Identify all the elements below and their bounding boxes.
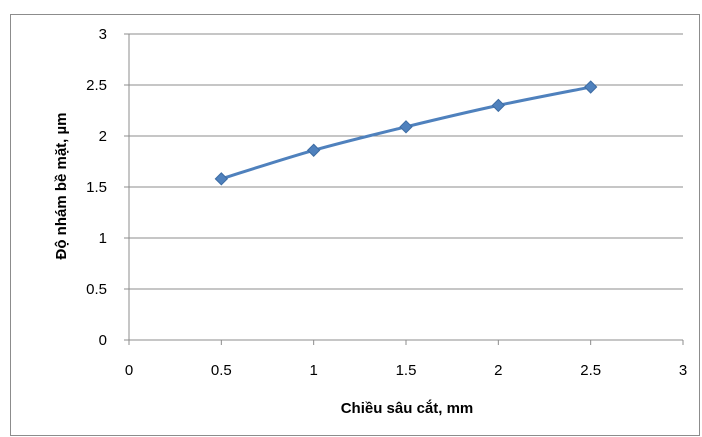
y-tick-label-5: 2.5 — [86, 77, 107, 94]
gridlines — [129, 33, 683, 290]
y-tick-label-4: 2 — [99, 128, 107, 145]
x-tick-label-3: 1.5 — [396, 362, 417, 379]
y-tick-label-0: 0 — [99, 332, 107, 349]
x-axis-title: Chiều sâu cắt, mm — [341, 399, 474, 417]
y-tick-label-1: 0.5 — [86, 281, 107, 298]
x-tick-label-6: 3 — [679, 362, 687, 379]
y-axis-title: Độ nhám bề mặt, µm — [53, 113, 70, 260]
data-point-3 — [491, 98, 506, 113]
data-point-0 — [214, 172, 229, 186]
axes — [124, 33, 684, 345]
data-point-2 — [399, 120, 413, 134]
y-tick-label-3: 1.5 — [86, 179, 107, 196]
x-tick-label-1: 0.5 — [211, 362, 232, 379]
y-tick-label-6: 3 — [99, 26, 107, 43]
x-tick-label-2: 1 — [309, 362, 317, 379]
x-tick-labels: 0 0.5 1 1.5 2 2.5 3 — [125, 362, 687, 379]
data-series — [214, 80, 598, 186]
data-point-4 — [583, 80, 598, 94]
x-tick-label-4: 2 — [494, 362, 502, 379]
data-point-1 — [306, 143, 321, 157]
chart-frame — [10, 14, 700, 436]
y-tick-label-2: 1 — [99, 230, 107, 247]
y-tick-labels: 0 0.5 1 1.5 2 2.5 3 — [86, 26, 107, 349]
x-tick-label-5: 2.5 — [580, 362, 601, 379]
x-tick-label-0: 0 — [125, 362, 133, 379]
